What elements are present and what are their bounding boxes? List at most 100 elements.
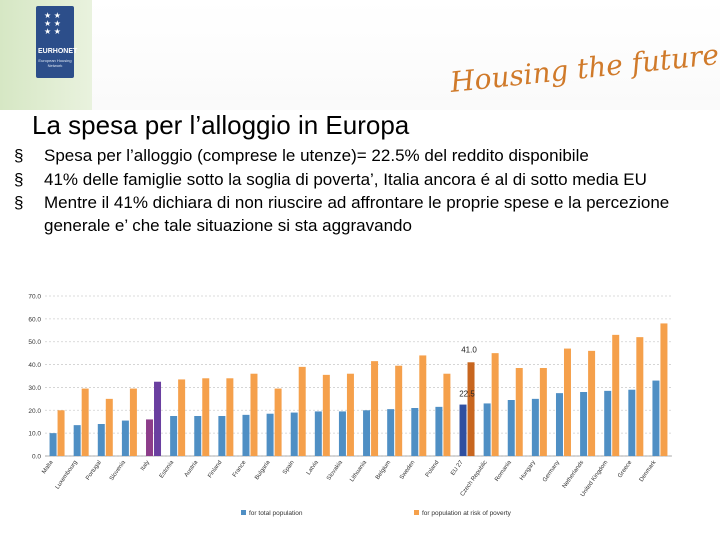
bar-population-at-risk-of-poverty — [154, 381, 162, 456]
bar-total-population — [266, 413, 274, 456]
x-tick-label: Czech Republic — [460, 460, 489, 498]
bar-population-at-risk-of-poverty — [57, 410, 65, 456]
bar-population-at-risk-of-poverty — [250, 373, 258, 456]
bullet-marker-icon: § — [14, 193, 24, 212]
eu-stars-icon: ★ ★ ★ ★ ★ ★ — [44, 11, 61, 36]
x-tick-label: Spain — [282, 460, 296, 476]
x-tick-label: Portugal — [85, 460, 103, 482]
x-tick-label: Slovenia — [109, 459, 127, 482]
slide-title: La spesa per l’alloggio in Europa — [32, 110, 410, 140]
header-band — [92, 0, 720, 110]
bar-total-population — [242, 414, 250, 456]
x-tick-label: Greece — [617, 459, 634, 479]
eurhonet-logo: ★ ★ ★ ★ ★ ★ EURHONET European Housing Netw… — [36, 6, 78, 78]
bar-total-population — [170, 416, 178, 456]
bar-population-at-risk-of-poverty — [563, 348, 571, 456]
bar-population-at-risk-of-poverty — [612, 334, 620, 456]
logo-text: EURHONET — [38, 48, 78, 55]
bullet-item: § Spesa per l’alloggio (comprese le utenz… — [14, 145, 714, 168]
bullet-item: § Mentre il 41% dichiara di non riuscire … — [14, 192, 714, 237]
bar-population-at-risk-of-poverty — [81, 388, 89, 456]
bar-population-at-risk-of-poverty — [274, 388, 282, 456]
bar-total-population — [146, 419, 154, 456]
x-tick-label: Italy — [140, 460, 151, 472]
bar-total-population — [531, 398, 539, 456]
bar-population-at-risk-of-poverty — [105, 398, 113, 456]
bar-total-population — [338, 411, 346, 456]
x-tick-label: EU 27 — [450, 459, 465, 477]
bar-total-population — [121, 420, 129, 456]
y-tick-label: 0.0 — [32, 454, 41, 461]
bar-total-population — [290, 412, 298, 456]
y-tick-label: 70.0 — [28, 294, 41, 301]
bar-total-population — [459, 404, 467, 456]
bar-population-at-risk-of-poverty — [491, 353, 499, 456]
bar-population-at-risk-of-poverty — [515, 368, 523, 456]
y-tick-label: 50.0 — [28, 339, 41, 346]
y-tick-label: 20.0 — [28, 408, 41, 415]
y-tick-label: 10.0 — [28, 431, 41, 438]
bar-total-population — [507, 400, 515, 456]
bullet-text: 41% delle famiglie sotto la soglia di po… — [44, 169, 647, 189]
bullet-text: Mentre il 41% dichiara di non riuscire a… — [44, 193, 670, 235]
bar-total-population — [652, 380, 660, 456]
y-tick-label: 30.0 — [28, 385, 41, 392]
x-tick-label: France — [232, 459, 248, 478]
bar-population-at-risk-of-poverty — [660, 323, 668, 456]
bar-total-population — [49, 433, 57, 456]
logo-subtext: European Housing Network — [38, 58, 72, 68]
x-tick-label: Hungary — [519, 460, 537, 482]
x-tick-label: Bulgaria — [254, 459, 272, 481]
bar-total-population — [483, 403, 491, 456]
x-tick-label: Sweden — [399, 460, 416, 481]
legend-label-poverty: for population at risk of poverty — [422, 510, 512, 517]
bar-population-at-risk-of-poverty — [346, 373, 354, 456]
bar-total-population — [73, 425, 81, 456]
bar-total-population — [435, 406, 443, 456]
legend-label-total: for total population — [249, 510, 303, 517]
bar-population-at-risk-of-poverty — [588, 350, 596, 456]
y-tick-label: 40.0 — [28, 362, 41, 369]
legend-swatch-poverty — [414, 510, 419, 515]
x-tick-label: Austria — [184, 459, 200, 478]
bar-total-population — [387, 409, 395, 456]
bullet-text: Spesa per l’alloggio (comprese le utenze… — [44, 146, 589, 165]
x-tick-label: Germany — [542, 460, 561, 484]
bar-total-population — [628, 389, 636, 456]
bar-population-at-risk-of-poverty — [226, 378, 234, 456]
bullet-marker-icon: § — [14, 169, 24, 189]
bullet-marker-icon: § — [14, 146, 24, 165]
bar-total-population — [218, 416, 226, 456]
bar-population-at-risk-of-poverty — [298, 366, 306, 456]
housing-cost-bar-chart: 0.0 10.0 20.0 30.0 40.0 50.0 60.0 70.0 Malta Luxe… — [28, 294, 672, 517]
bar-population-at-risk-of-poverty — [419, 355, 427, 456]
bar-total-population — [97, 424, 105, 456]
bar-total-population — [604, 390, 612, 456]
bar-total-population — [555, 393, 563, 456]
bar-population-at-risk-of-poverty — [178, 379, 186, 456]
bar-population-at-risk-of-poverty — [371, 361, 379, 456]
annotation-eu-total: 22.5 — [459, 390, 475, 399]
bar-population-at-risk-of-poverty — [395, 365, 403, 456]
bar-population-at-risk-of-poverty — [322, 374, 330, 456]
x-tick-label: Malta — [41, 459, 55, 475]
bar-population-at-risk-of-poverty — [467, 362, 475, 456]
y-tick-label: 60.0 — [28, 316, 41, 323]
bar-population-at-risk-of-poverty — [443, 373, 451, 456]
bar-total-population — [314, 411, 322, 456]
bar-total-population — [363, 410, 371, 456]
bullet-item: § 41% delle famiglie sotto la soglia di p… — [14, 169, 714, 192]
bar-population-at-risk-of-poverty — [129, 388, 137, 456]
bar-population-at-risk-of-poverty — [539, 368, 547, 456]
x-tick-label: Latvia — [306, 459, 320, 476]
bar-total-population — [411, 408, 419, 456]
x-tick-label: Lithuania — [349, 459, 368, 483]
legend-swatch-total — [241, 510, 246, 515]
logo-sidebar: ★ ★ ★ ★ ★ ★ EURHONET European Housing Netw… — [0, 0, 92, 110]
x-tick-label: Denmark — [639, 459, 658, 483]
x-tick-label: Netherlands — [562, 460, 585, 490]
x-tick-label: Estonia — [159, 459, 176, 479]
x-tick-label: Poland — [425, 460, 441, 479]
x-tick-label: United Kingdom — [580, 460, 609, 498]
x-tick-label: Slovakia — [326, 459, 344, 482]
